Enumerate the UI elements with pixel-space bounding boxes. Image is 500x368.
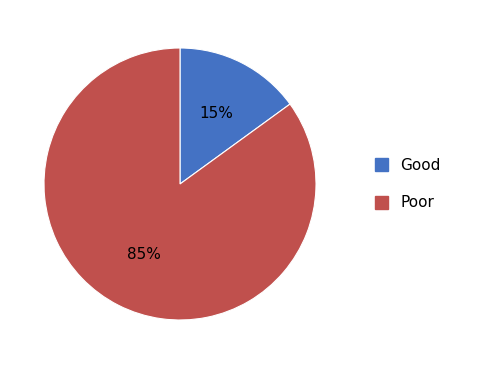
Wedge shape: [44, 48, 316, 320]
Wedge shape: [180, 48, 290, 184]
Legend: Good, Poor: Good, Poor: [374, 158, 441, 210]
Text: 15%: 15%: [199, 106, 232, 121]
Text: 85%: 85%: [128, 247, 161, 262]
